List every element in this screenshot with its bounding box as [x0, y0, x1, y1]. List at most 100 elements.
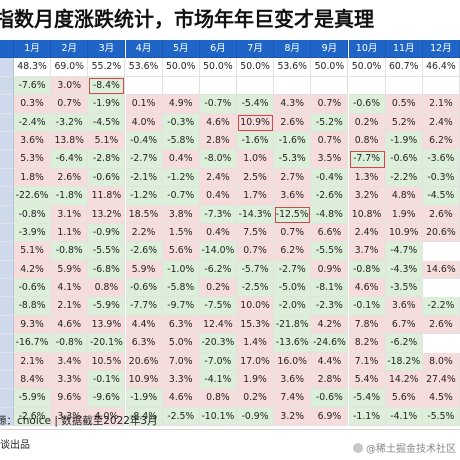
return-cell: 4.4% [311, 352, 349, 372]
return-cell: 5.2% [385, 113, 423, 132]
return-cell: -0.4% [311, 168, 349, 188]
return-cell: -4.1% [385, 407, 423, 427]
return-cell: 2.6% [51, 168, 89, 188]
row-label-cell [0, 407, 14, 427]
return-cell: 1.4% [237, 334, 275, 353]
return-cell: 3.2% [348, 187, 386, 206]
return-cell: -7.6% [14, 76, 52, 96]
watermark: @稀土掘金技术社区 [353, 440, 456, 455]
return-cell: 6.3% [125, 334, 163, 353]
return-cell: 0.7% [51, 95, 89, 114]
return-cell: -4.3% [385, 260, 423, 280]
monthly-returns-table: 1月 2月 3月 4月 5月 6月 7月 8月 9月 10月 11月 12月 48.3% 69.0% 55.… [0, 40, 460, 427]
return-cell [237, 76, 275, 96]
return-cell: -2.3% [311, 297, 349, 316]
return-cell: -0.6% [88, 168, 126, 188]
return-cell: 20.6% [422, 223, 460, 243]
return-cell: -5.4% [348, 389, 386, 408]
return-cell: 0.7% [274, 223, 312, 243]
return-cell: -20.3% [199, 334, 237, 353]
return-cell: 13.8% [51, 131, 89, 151]
return-cell: 4.1% [51, 279, 89, 298]
return-cell: -0.8% [51, 242, 89, 261]
table-row: 0.3% 0.7% -1.9% 0.1% 4.9% -0.7% -5.4% 4.3% 0.7% -… [0, 95, 460, 114]
return-cell: -2.4% [14, 113, 52, 132]
return-cell: 5.9% [125, 260, 163, 280]
return-cell: -0.9% [237, 407, 275, 427]
table-row: -16.7% -0.8% -20.1% 6.3% 5.0% -20.3% 1.4% -13.6… [0, 334, 460, 353]
return-cell: -21.8% [274, 315, 312, 335]
row-label-cell [0, 131, 14, 151]
return-cell: -5.9% [14, 389, 52, 408]
return-cell: 4.2% [311, 315, 349, 335]
return-cell: -5.5% [311, 242, 349, 261]
return-cell: -0.4% [125, 131, 163, 151]
return-cell: 3.6% [274, 187, 312, 206]
return-cell: -0.6% [125, 279, 163, 298]
return-cell: 14.2% [385, 371, 423, 390]
return-cell: -1.8% [51, 187, 89, 206]
return-cell: -8.4% [88, 76, 126, 96]
return-cell: 2.6% [422, 205, 460, 224]
return-cell: -4.1% [199, 371, 237, 390]
return-cell: 4.0% [125, 113, 163, 132]
return-cell: 0.1% [125, 95, 163, 114]
return-cell: -2.7% [125, 150, 163, 169]
return-cell: -3.2% [51, 113, 89, 132]
return-cell [125, 76, 163, 96]
return-cell: 0.5% [385, 95, 423, 114]
return-cell: 0.9% [311, 260, 349, 280]
return-cell: 3.2% [274, 407, 312, 427]
return-cell: 3.1% [51, 205, 89, 224]
return-cell: -22.6% [14, 187, 52, 206]
return-cell: -1.1% [348, 407, 386, 427]
return-cell: 2.4% [199, 168, 237, 188]
table-row: 8.4% 3.3% -0.1% 10.9% 3.3% -4.1% 1.9% 3.6% 2.8% 5… [0, 371, 460, 390]
return-cell: 3.5% [311, 150, 349, 169]
return-cell: 2.4% [422, 113, 460, 132]
row-label-cell [0, 334, 14, 353]
return-cell: 2.4% [348, 223, 386, 243]
table-row: 9.3% 4.6% 13.9% 4.4% 6.3% 12.4% 15.3% -21.8% 4.2… [0, 315, 460, 335]
return-cell: 4.4% [125, 315, 163, 335]
return-cell: 3.3% [162, 371, 200, 390]
table-row: -0.6% 4.1% 0.8% -0.6% -5.8% 0.2% -2.5% -5.0% -8.… [0, 279, 460, 298]
return-cell: 7.8% [348, 315, 386, 335]
return-cell: 2.1% [51, 297, 89, 316]
month-header: 11月 [385, 40, 423, 59]
divider [0, 429, 460, 430]
return-cell: 13.9% [88, 315, 126, 335]
row-label-cell [0, 205, 14, 224]
return-cell: -9.7% [162, 297, 200, 316]
table-row: -3.9% 1.1% -0.9% 2.2% 1.5% 0.4% 7.5% 0.7% 6.6% 2.… [0, 223, 460, 243]
probability-cell: 55.2% [88, 58, 126, 77]
return-cell: -8.8% [14, 297, 52, 316]
return-cell: 5.0% [162, 334, 200, 353]
return-cell: 10.8% [348, 205, 386, 224]
return-cell: 4.6% [199, 113, 237, 132]
return-cell: 4.2% [14, 260, 52, 280]
return-cell: -9.6% [88, 389, 126, 408]
return-cell: 6.7% [385, 315, 423, 335]
return-cell: 2.7% [274, 168, 312, 188]
return-cell: -1.2% [162, 168, 200, 188]
return-cell: -2.7% [274, 260, 312, 280]
return-cell: -5.8% [162, 131, 200, 151]
return-cell: 0.2% [199, 279, 237, 298]
return-cell: 27.4% [422, 371, 460, 390]
table-row: 4.2% 5.9% -6.8% 5.9% -1.0% -6.2% -5.7% -2.7% 0.9… [0, 260, 460, 280]
return-cell: -20.1% [88, 334, 126, 353]
return-cell [385, 76, 423, 96]
return-cell: 4.6% [348, 279, 386, 298]
probability-cell: 48.3% [14, 58, 52, 77]
probability-cell: 46.4% [422, 58, 460, 77]
return-cell: -2.2% [385, 168, 423, 188]
return-cell: -1.6% [274, 131, 312, 151]
return-cell: 0.7% [237, 242, 275, 261]
return-cell: 20.6% [125, 352, 163, 372]
return-cell: -2.5% [162, 407, 200, 427]
return-cell: 2.6% [274, 113, 312, 132]
return-cell: -24.6% [311, 334, 349, 353]
page-title: 指数月度涨跌统计，市场年年巨变才是真理 [0, 7, 374, 31]
return-cell: 5.6% [385, 389, 423, 408]
